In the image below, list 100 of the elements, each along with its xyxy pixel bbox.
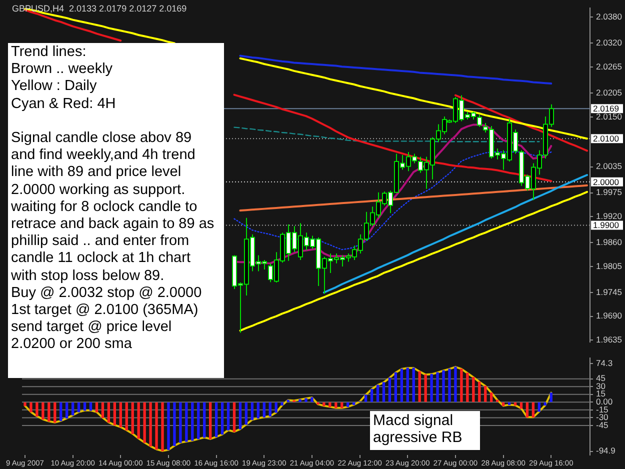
- text: Trend lines: Brown .. weekly Yellow : Daily Cyan & Red: 4H Signal candle close abov 89 and find weekly,and 4h trend line with 89 and price level 2.0000 working as support. waiting for 8 oclock candle to retrace and back again to 89 as phillip said .. and enter from candle 11 oclock at 1h chart with stop loss below 89. Buy @ 2.0032 stop @ 2.0000 1st target @ 2.0100 (365MA) send target @ price level 2.0200 or 200 sma: [11, 44, 214, 352]
- bar: [430, 374, 433, 402]
- y-tick-label: 30: [596, 380, 606, 391]
- bar: [89, 402, 92, 411]
- bar: [238, 402, 242, 430]
- bar: [155, 402, 158, 450]
- bar: [125, 402, 128, 430]
- bar: [42, 402, 44, 420]
- y-tick-label: 2.0035: [596, 161, 622, 172]
- bar: [442, 370, 445, 402]
- bar: [24, 402, 26, 406]
- bar: [364, 394, 368, 402]
- bar: [412, 368, 415, 402]
- bar: [250, 402, 254, 420]
- bar: [550, 392, 552, 402]
- bar: [232, 402, 236, 432]
- ref-line-label: 2.0000: [593, 176, 620, 187]
- bar: [131, 402, 134, 434]
- bar: [143, 402, 146, 443]
- bar: [274, 402, 278, 413]
- bar: [466, 372, 469, 402]
- bar: [454, 366, 457, 402]
- ref-line-label: 1.9900: [593, 220, 620, 230]
- bar: [54, 402, 56, 423]
- bar: [214, 402, 218, 438]
- bar: [244, 402, 248, 425]
- bar: [95, 402, 98, 412]
- bar: [173, 402, 176, 446]
- y-tick-label: 15: [596, 388, 606, 399]
- bar: [179, 402, 182, 443]
- bar: [226, 402, 230, 430]
- y-tick-label: 2.0320: [596, 38, 622, 48]
- y-tick-label: 2.0150: [596, 111, 622, 122]
- y-tick-label: 2.0205: [596, 87, 622, 98]
- bar: [484, 386, 487, 402]
- bar: [137, 402, 140, 439]
- y-tick-label: 1.9860: [596, 236, 622, 247]
- bar: [203, 402, 206, 438]
- ref-line-label: 2.0100: [593, 133, 620, 144]
- annotation: Macd signal agressive RB: [370, 411, 480, 450]
- bar: [478, 382, 481, 402]
- bar: [526, 402, 529, 418]
- chart-title: GBPUSD,H4 2.0133 2.0179 2.0127 2.0169: [12, 3, 187, 14]
- y-tick-label: -45: [596, 420, 609, 430]
- bar: [113, 402, 116, 426]
- bar: [370, 388, 374, 402]
- bar: [322, 402, 326, 406]
- bar: [48, 402, 50, 422]
- bar: [304, 398, 308, 402]
- y-tick-label: 2.0265: [596, 61, 622, 72]
- y-tick-label: 45: [596, 373, 606, 384]
- bar: [538, 402, 541, 412]
- bar: [77, 402, 80, 412]
- y-tick-label: 1.9745: [596, 286, 622, 297]
- bar: [161, 402, 164, 452]
- ref-line-label: 2.0169: [593, 104, 620, 114]
- bar: [262, 402, 266, 418]
- bar: [149, 402, 152, 447]
- bar: [197, 402, 200, 440]
- bar: [406, 368, 409, 402]
- y-tick-label: 2.0380: [596, 12, 622, 22]
- bar: [71, 402, 74, 416]
- y-tick-label: 74.3: [596, 358, 613, 368]
- y-tick-label: 1.9920: [596, 210, 622, 221]
- bar: [316, 402, 320, 405]
- bar: [298, 399, 302, 402]
- y-tick-label: 1.9975: [596, 187, 622, 198]
- bar: [107, 402, 110, 423]
- bar: [310, 397, 314, 402]
- bar: [36, 402, 38, 416]
- bar: [382, 382, 386, 402]
- bar: [268, 402, 272, 416]
- bar: [376, 384, 380, 402]
- bar: [66, 402, 68, 419]
- y-tick-label: 1.9690: [596, 310, 622, 321]
- bar: [119, 402, 122, 428]
- bar: [220, 402, 224, 435]
- bar: [424, 374, 427, 402]
- bar: [167, 402, 170, 450]
- bar: [460, 368, 463, 402]
- bar: [101, 402, 104, 418]
- bar: [448, 368, 451, 402]
- bar: [388, 377, 392, 402]
- bar: [394, 372, 398, 402]
- bar: [60, 402, 62, 422]
- y-tick-label: -30: [596, 412, 609, 422]
- bar: [400, 368, 403, 402]
- y-tick-label: 1.9635: [596, 334, 622, 345]
- bar: [490, 392, 493, 402]
- y-tick-label: -94.9: [596, 446, 616, 456]
- bar: [83, 402, 86, 411]
- y-tick-label: 0.00: [596, 396, 613, 406]
- y-tick-label: 1.9805: [596, 260, 622, 271]
- bar: [418, 371, 421, 402]
- bar: [30, 402, 32, 412]
- bar: [472, 376, 475, 402]
- bar: [185, 402, 188, 442]
- bar: [209, 402, 212, 440]
- bar: [256, 402, 260, 419]
- bar: [532, 402, 535, 418]
